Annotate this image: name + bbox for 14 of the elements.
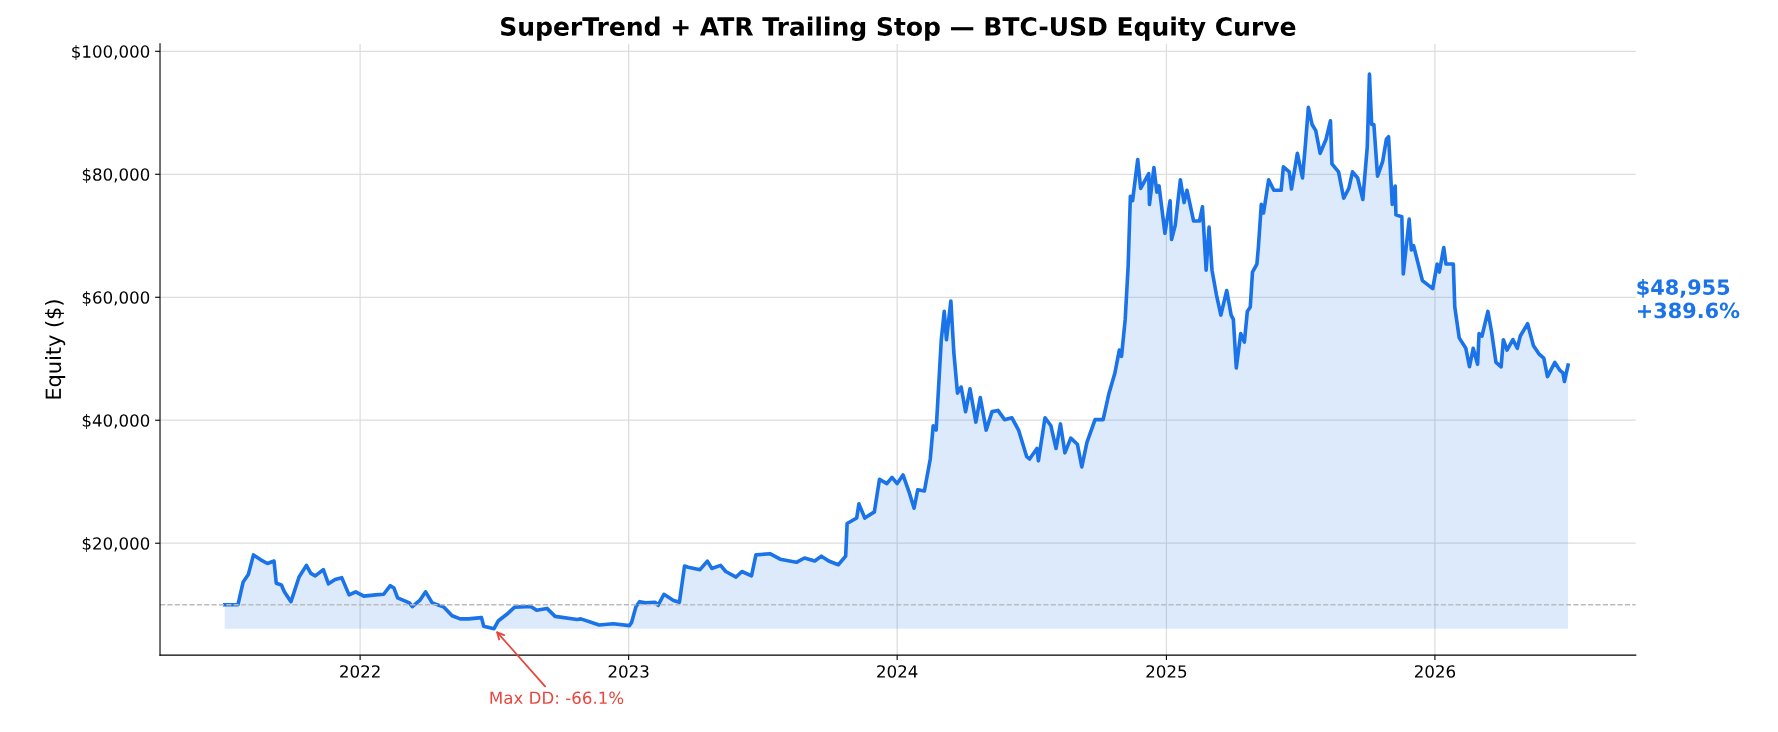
y-tick-label: $40,000	[82, 413, 150, 430]
y-tick-label: $20,000	[82, 536, 150, 553]
text: $48,955 +389.6%	[1637, 278, 1740, 319]
x-tick-label: 2025	[1146, 665, 1187, 678]
chart-title: SuperTrend + ATR Trailing Stop — BTC-USD Equity Curve	[501, 16, 1296, 41]
y-tick-label: $60,000	[82, 290, 150, 307]
x-tick-label: 2026	[1414, 665, 1456, 678]
x-tick-label: 2024	[877, 665, 918, 678]
annotation: Max DD: -66.1%	[490, 691, 624, 705]
x-tick-label: 2022	[340, 665, 380, 678]
y-axis-title: Equity ($)	[45, 300, 66, 399]
y-tick-label: $80,000	[82, 167, 150, 184]
y-tick-label: $100,000	[72, 44, 150, 61]
x-tick-label: 2023	[608, 665, 649, 678]
